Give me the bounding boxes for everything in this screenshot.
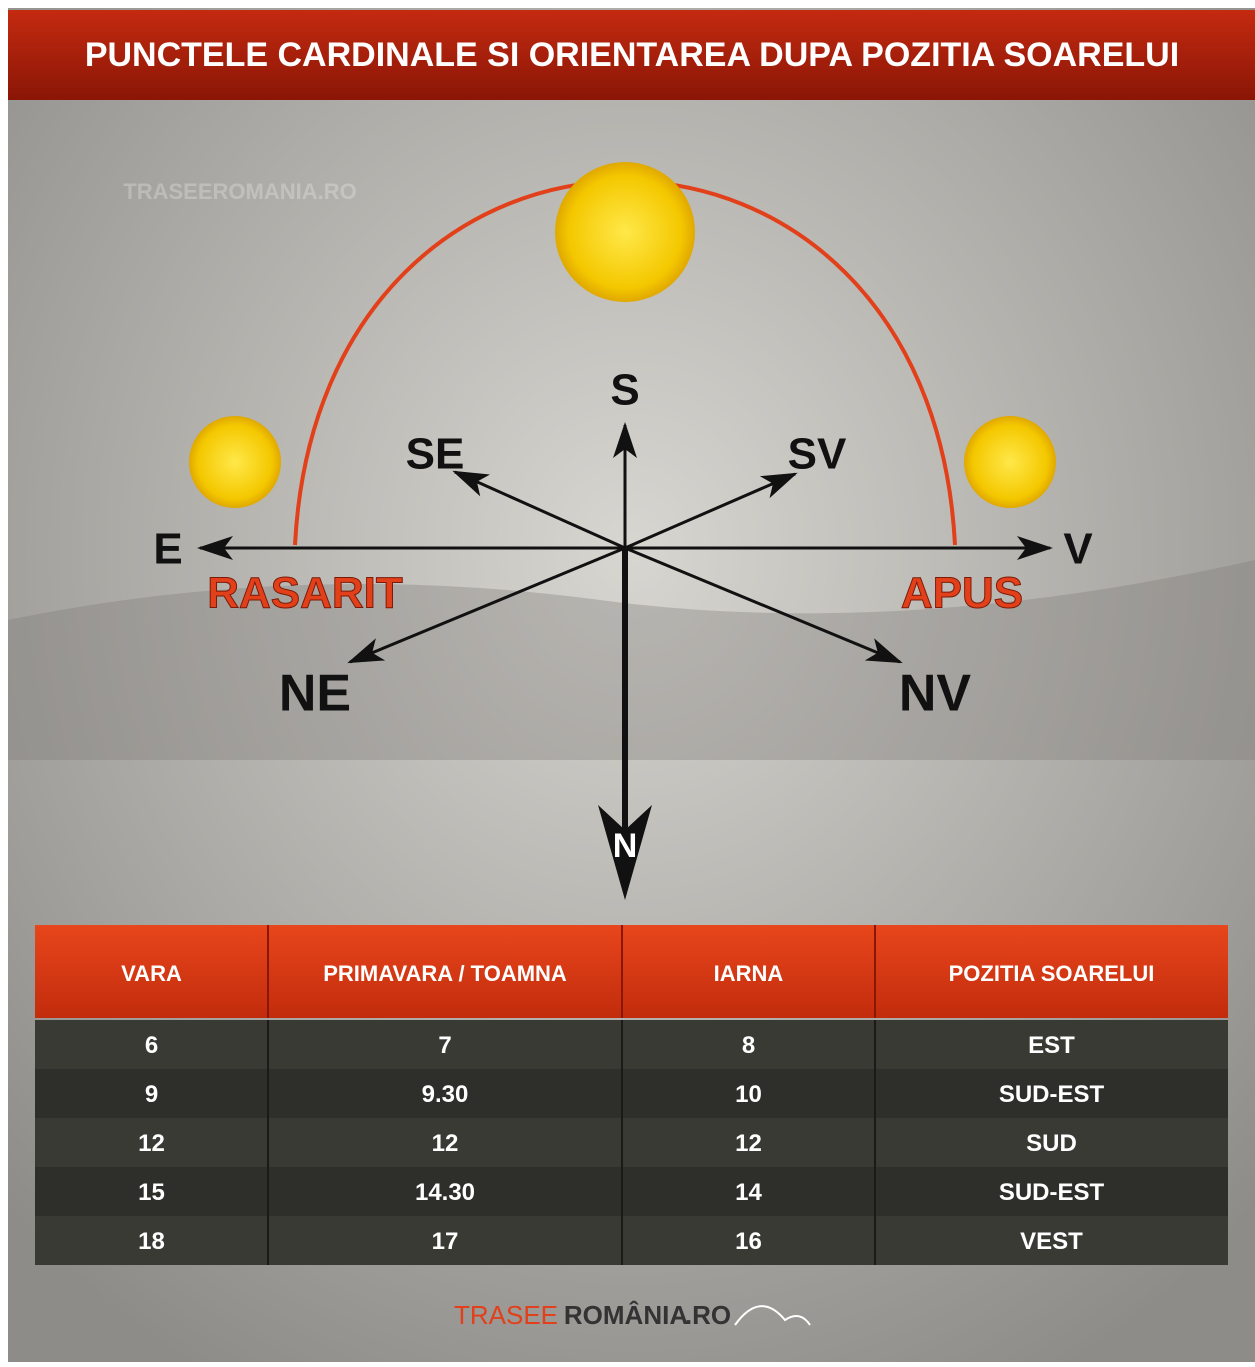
sunrise-label: RASARIT xyxy=(207,569,403,618)
schedule-table: VARA PRIMAVARA / TOAMNA IARNA POZITIA SOARE… xyxy=(35,925,1228,1265)
table-cell: 9.30 xyxy=(422,1081,469,1108)
table-cell: VEST xyxy=(1020,1228,1083,1255)
direction-nv: NV xyxy=(899,665,972,723)
column-header: PRIMAVARA / TOAMNA xyxy=(323,961,567,986)
table-cell: 17 xyxy=(432,1228,459,1255)
table-cell: 9 xyxy=(145,1081,158,1108)
table-cell: SUD-EST xyxy=(999,1081,1105,1108)
watermark: TRASEEROMANIA.RO xyxy=(123,179,356,204)
table-cell: 10 xyxy=(735,1081,762,1108)
table-cell: 12 xyxy=(432,1130,459,1157)
direction-v: V xyxy=(1063,525,1093,574)
table-cell: SUD xyxy=(1026,1130,1077,1157)
sun-noon xyxy=(555,162,695,302)
direction-e: E xyxy=(153,525,182,574)
logo-part: ROMÂNIA xyxy=(564,1300,688,1330)
direction-n: N xyxy=(613,827,638,865)
logo-part: .RO xyxy=(685,1300,731,1330)
table-cell: 14 xyxy=(735,1179,762,1206)
table-cell: SUD-EST xyxy=(999,1179,1105,1206)
table-cell: 8 xyxy=(742,1032,755,1059)
sun-rise xyxy=(189,416,281,508)
column-header: VARA xyxy=(121,961,182,986)
sunset-label: APUS xyxy=(901,569,1023,618)
direction-sv: SV xyxy=(788,430,847,479)
title: PUNCTELE CARDINALE SI ORIENTAREA DUPA PO… xyxy=(85,36,1179,74)
infographic: PUNCTELE CARDINALE SI ORIENTAREA DUPA PO… xyxy=(0,0,1255,1362)
table-cell: 6 xyxy=(145,1032,158,1059)
direction-s: S xyxy=(610,366,639,415)
table-cell: EST xyxy=(1028,1032,1075,1059)
column-header: IARNA xyxy=(714,961,784,986)
table-cell: 15 xyxy=(138,1179,165,1206)
table-cell: 16 xyxy=(735,1228,762,1255)
direction-ne: NE xyxy=(279,665,351,723)
table-cell: 7 xyxy=(438,1032,451,1059)
logo-part: TRASEE xyxy=(454,1300,558,1330)
sun-set xyxy=(964,416,1056,508)
table-cell: 14.30 xyxy=(415,1179,475,1206)
table-cell: 18 xyxy=(138,1228,165,1255)
table-cell: 12 xyxy=(138,1130,165,1157)
direction-se: SE xyxy=(406,430,465,479)
table-cell: 12 xyxy=(735,1130,762,1157)
column-header: POZITIA SOARELUI xyxy=(949,961,1155,986)
